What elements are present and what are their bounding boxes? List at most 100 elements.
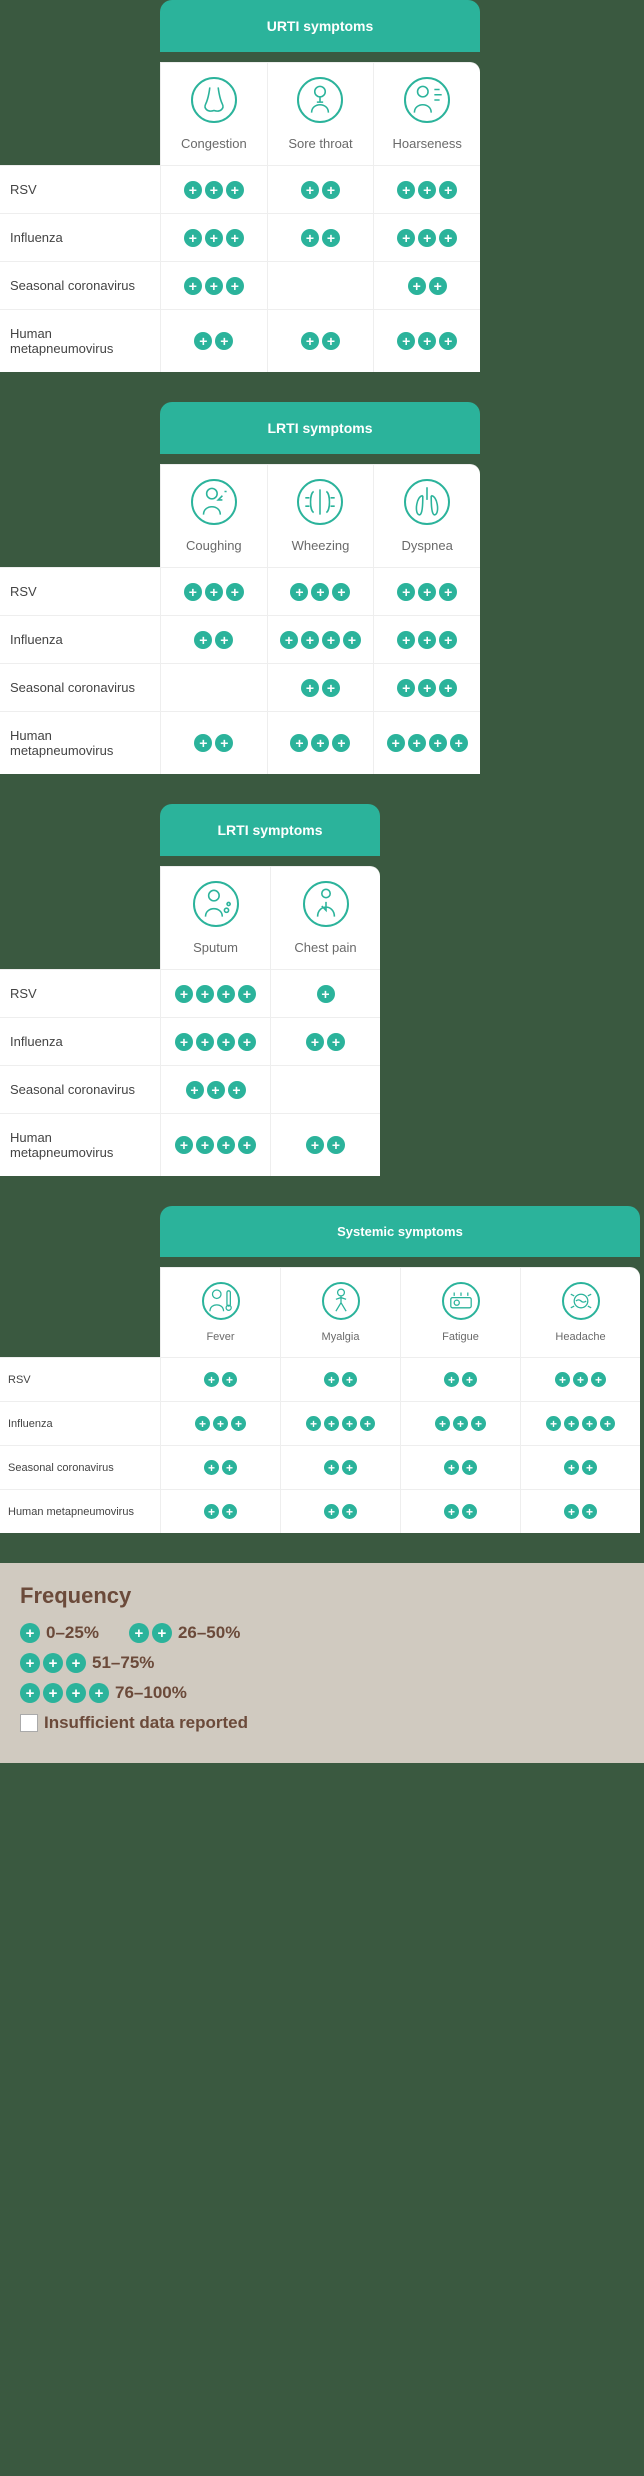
plus-icon: + (129, 1623, 149, 1643)
plus-icon: + (418, 181, 436, 199)
plus-icon: + (204, 1504, 219, 1519)
frequency-cell: +++ (373, 213, 480, 261)
plus-icon: + (555, 1372, 570, 1387)
plus-icon: + (204, 1372, 219, 1387)
plus-icon: + (435, 1416, 450, 1431)
plus-icon: + (397, 583, 415, 601)
chest-icon (303, 881, 349, 927)
plus-icon: + (215, 332, 233, 350)
symptom-table: LRTI symptoms Sputum Chest pain RSV+++++… (0, 804, 380, 1176)
plus-icon: + (196, 1136, 214, 1154)
symptom-header: Fatigue (400, 1267, 520, 1357)
plus-icon: + (194, 734, 212, 752)
plus-icon: + (317, 985, 335, 1003)
plus-icon: + (226, 583, 244, 601)
plus-icon: + (332, 583, 350, 601)
plus-icon: + (322, 631, 340, 649)
frequency-cell (270, 1065, 380, 1113)
myalgia-icon (322, 1282, 360, 1320)
plus-icon: + (290, 583, 308, 601)
throat-icon (297, 77, 343, 123)
frequency-cell: ++ (280, 1489, 400, 1533)
frequency-cell: +++ (373, 663, 480, 711)
plus-icon: + (301, 181, 319, 199)
wheeze-icon (297, 479, 343, 525)
frequency-cell: ++ (160, 615, 267, 663)
plus-icon: + (226, 229, 244, 247)
symptom-header: Fever (160, 1267, 280, 1357)
plus-icon: + (324, 1416, 339, 1431)
plus-icon: + (205, 229, 223, 247)
plus-icon: + (306, 1416, 321, 1431)
plus-icon: + (462, 1460, 477, 1475)
symptom-label: Myalgia (285, 1331, 396, 1343)
symptom-header: Coughing (160, 464, 267, 567)
plus-icon: + (397, 332, 415, 350)
plus-icon: + (462, 1372, 477, 1387)
plus-icon: + (429, 734, 447, 752)
plus-icon: + (205, 583, 223, 601)
symptom-label: Coughing (165, 538, 263, 553)
symptom-header: Wheezing (267, 464, 374, 567)
plus-icon: + (342, 1460, 357, 1475)
symptom-header: Headache (520, 1267, 640, 1357)
plus-icon: + (204, 1460, 219, 1475)
plus-icon: + (205, 181, 223, 199)
plus-icon: + (418, 679, 436, 697)
plus-icon: + (222, 1372, 237, 1387)
plus-icon: + (217, 985, 235, 1003)
plus-icon: + (573, 1372, 588, 1387)
plus-icon: + (408, 277, 426, 295)
plus-icon: + (327, 1033, 345, 1051)
plus-icon: + (194, 332, 212, 350)
plus-icon: + (591, 1372, 606, 1387)
frequency-cell: ++ (520, 1445, 640, 1489)
frequency-cell: ++++ (267, 615, 374, 663)
symptom-header: Dyspnea (373, 464, 480, 567)
plus-icon: + (564, 1504, 579, 1519)
plus-icon: + (343, 631, 361, 649)
frequency-cell: ++ (270, 1017, 380, 1065)
cough-icon (191, 479, 237, 525)
plus-icon: + (582, 1416, 597, 1431)
plus-icon: + (387, 734, 405, 752)
plus-icon: + (207, 1081, 225, 1099)
plus-icon: + (175, 985, 193, 1003)
frequency-cell: ++++ (160, 1017, 270, 1065)
plus-icon: + (184, 277, 202, 295)
frequency-cell: ++++ (280, 1401, 400, 1445)
symptom-table: URTI symptoms Congestion Sore throat Hoa… (0, 0, 480, 372)
plus-icon: + (324, 1460, 339, 1475)
plus-icon: + (226, 181, 244, 199)
plus-icon: + (311, 583, 329, 601)
virus-label: Influenza (0, 213, 160, 261)
frequency-cell: +++ (520, 1357, 640, 1401)
plus-icon: + (439, 679, 457, 697)
plus-icon: + (397, 631, 415, 649)
plus-icon: + (327, 1136, 345, 1154)
virus-label: RSV (0, 567, 160, 615)
frequency-cell: +++ (373, 309, 480, 372)
plus-icon: + (222, 1504, 237, 1519)
frequency-cell: ++++ (520, 1401, 640, 1445)
plus-icon: + (43, 1683, 63, 1703)
plus-icon: + (564, 1460, 579, 1475)
virus-label: Seasonal coronavirus (0, 1065, 160, 1113)
plus-icon: + (397, 229, 415, 247)
plus-icon: + (20, 1653, 40, 1673)
legend-item: ++ 26–50% (129, 1623, 240, 1643)
plus-icon: + (175, 1033, 193, 1051)
plus-icon: + (222, 1460, 237, 1475)
section-title: URTI symptoms (160, 0, 480, 52)
symptom-label: Fever (165, 1331, 276, 1343)
virus-label: Human metapneumovirus (0, 309, 160, 372)
symptom-header: Sore throat (267, 62, 374, 165)
plus-icon: + (175, 1136, 193, 1154)
plus-icon: + (332, 734, 350, 752)
plus-icon: + (444, 1372, 459, 1387)
frequency-cell: ++ (160, 1489, 280, 1533)
frequency-cell: ++ (160, 309, 267, 372)
frequency-cell: ++ (160, 711, 267, 774)
frequency-cell: +++ (373, 615, 480, 663)
plus-icon: + (184, 181, 202, 199)
